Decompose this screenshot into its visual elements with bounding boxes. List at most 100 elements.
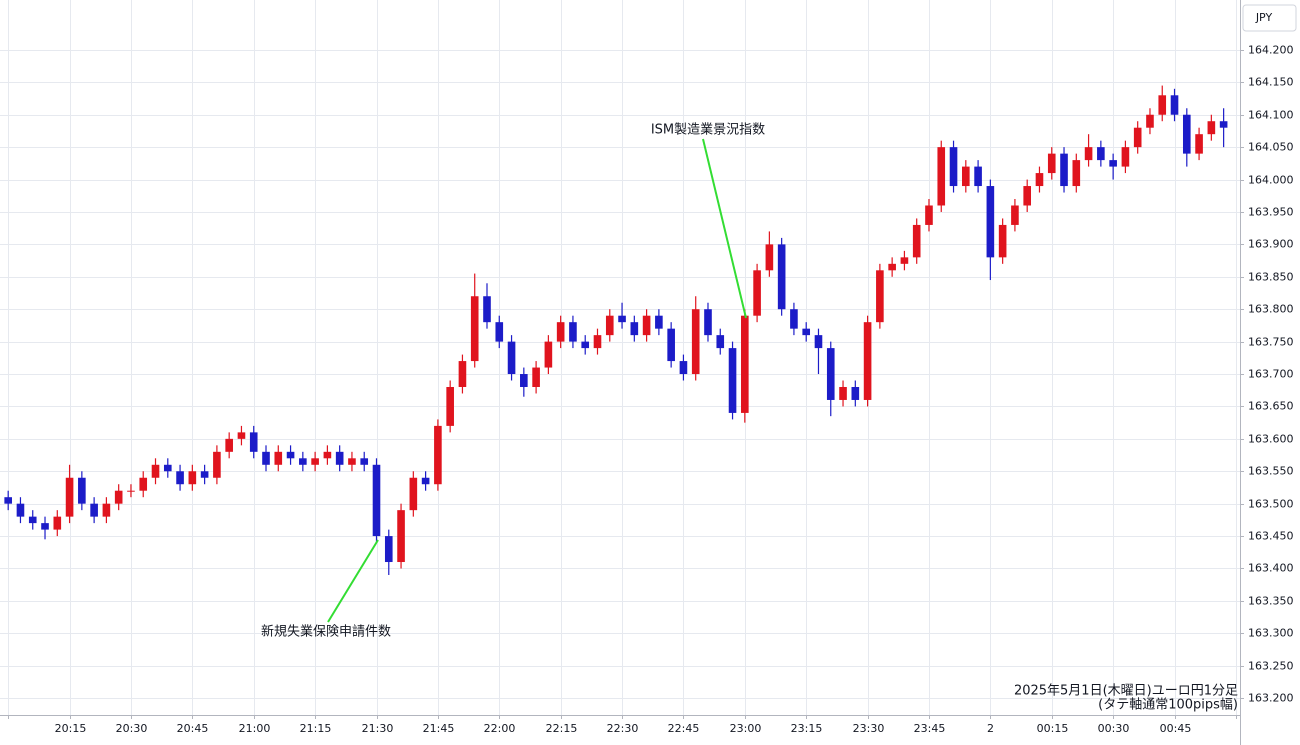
x-tick-label: 21:15 [300,722,332,735]
candle-body [1011,205,1019,225]
candle-body [127,490,135,492]
x-tick-label: 23:00 [730,722,762,735]
candle-body [581,341,590,349]
candle-body [1133,127,1142,148]
candle-body [998,224,1007,258]
annotation-line [327,539,379,623]
candle-body [262,451,270,465]
candle-body [520,374,528,387]
annotation-text: 新規失業保険申請件数 [261,624,391,640]
y-tick-label: 163.200 [1248,692,1294,705]
y-tick-label: 164.150 [1248,76,1294,89]
candle-body [679,361,688,375]
candle-body [139,477,148,491]
annotation-line [702,138,747,319]
annotation-text: ISM製造業景況指数 [651,122,765,138]
y-tick-label: 163.250 [1248,660,1294,673]
x-tick-label: 2 [987,722,994,735]
candle-body [188,471,197,485]
candle-body [274,451,283,465]
candle-body [163,464,172,472]
x-tick-label: 22:15 [546,722,578,735]
candle-body [1182,114,1191,154]
candle-body [1158,95,1167,115]
candle-body [605,315,614,336]
candle-body [409,477,418,511]
y-tick-label: 163.950 [1248,206,1294,219]
candle-body [360,458,369,465]
candle-body [716,335,725,349]
candle-body [925,205,933,225]
candle-body [335,451,344,465]
x-tick-label: 20:15 [55,722,87,735]
candle-body [90,503,98,517]
candle-body [1195,134,1203,154]
candle-body [1060,153,1068,187]
candle-body [470,296,479,362]
chart-note: (タテ軸通常100pips幅) [1098,698,1238,713]
candle-body [4,497,12,504]
x-tick-label: 21:30 [362,722,394,735]
candle-body [421,477,430,485]
x-tick-label: 00:30 [1098,722,1130,735]
y-tick-label: 163.850 [1248,271,1294,284]
candle-body [1170,95,1179,115]
candle-body [176,471,184,485]
candle-body [1219,121,1228,128]
candle-body [704,309,712,336]
candle-body [323,451,332,459]
candle-body [213,451,221,478]
candle-body [937,147,946,206]
candle-body [949,147,958,187]
candle-body [348,458,356,465]
candle-body [53,516,62,530]
candle-body [434,425,442,485]
y-tick-label: 163.450 [1248,530,1294,543]
candle-body [114,490,123,504]
x-tick-label: 22:45 [668,722,700,735]
x-tick-label: 20:30 [116,722,148,735]
candle-body [556,322,565,342]
candle-body [962,166,970,187]
candle-body [667,328,675,362]
currency-box[interactable] [1242,4,1297,32]
candle-body [495,322,504,342]
y-tick-label: 163.300 [1248,627,1294,640]
candle-body [655,315,663,329]
candle-body [691,309,700,375]
candle-body [876,270,884,323]
y-tick-label: 163.550 [1248,465,1294,478]
annotations: ISM製造業景況指数 新規失業保険申請件数 2025年5月1日(木曜日)ユーロ円… [261,122,1238,713]
y-tick-label: 164.050 [1248,141,1294,154]
candle-body [200,471,209,478]
candle-body [446,386,454,426]
candle-body [507,341,516,375]
candle-body [249,432,258,452]
candle-body [1047,153,1056,174]
x-tick-label: 22:00 [484,722,516,735]
candle-body [863,322,872,400]
y-tick-label: 163.750 [1248,336,1294,349]
y-tick-label: 163.400 [1248,562,1294,575]
y-tick-label: 163.900 [1248,238,1294,251]
candle-body [65,477,74,517]
candle-body [16,503,25,517]
candle-body [1146,114,1154,128]
candle-body [78,477,86,504]
y-tick-label: 163.500 [1248,498,1294,511]
candle-body [790,309,798,329]
candle-body [151,464,160,478]
candle-body [986,186,995,258]
candle-body [826,348,835,400]
candle-body [777,244,786,310]
y-tick-label: 163.600 [1248,433,1294,446]
currency-label: JPY [1255,11,1273,24]
x-tick-label: 23:45 [914,722,946,735]
x-tick-label: 20:45 [177,722,209,735]
candle-body [483,296,491,323]
candle-body [593,335,602,349]
candle-body [41,523,49,530]
candle-body [1035,173,1044,187]
